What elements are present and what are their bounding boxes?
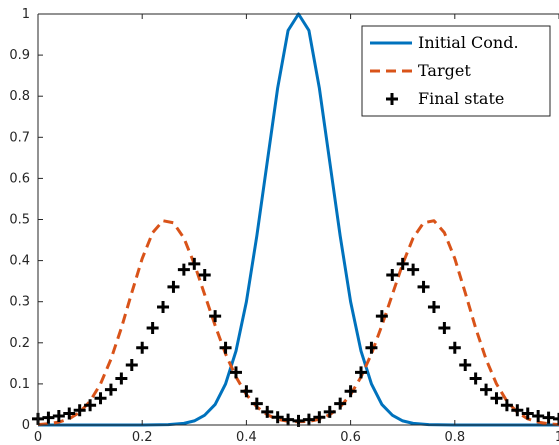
final-state-point (84, 399, 97, 412)
y-tick-label: 0.4 (9, 254, 30, 269)
legend: Initial Cond. Target Final state (361, 25, 551, 117)
final-state-point (480, 383, 493, 396)
final-state-point (52, 409, 65, 422)
final-state-point (42, 411, 55, 424)
y-tick-label: 1 (22, 7, 30, 22)
axes-layer: 0 0.2 0.4 0.6 0.8 1 0 0.1 0.2 0.3 0.4 0.5 0.6 0.7 0.8 0… (9, 7, 559, 445)
final-state-point (417, 280, 430, 293)
final-state-point (177, 263, 190, 276)
series-layer (32, 12, 559, 427)
final-state-point (511, 404, 524, 417)
y-tick-label: 0.3 (9, 295, 30, 310)
final-state-point (459, 358, 472, 371)
y-tick-label: 0.7 (9, 130, 30, 145)
final-state-point (469, 372, 482, 385)
final-state-point (500, 399, 513, 412)
final-state-point (240, 385, 253, 398)
y-tick-label: 0.2 (9, 336, 30, 351)
final-state-point (355, 366, 368, 379)
final-state-point (73, 404, 86, 417)
final-state-point (334, 397, 347, 410)
final-state-point (146, 322, 159, 335)
final-state-point (448, 341, 461, 354)
final-state-point (229, 366, 242, 379)
y-tick-label: 0.6 (9, 171, 30, 186)
final-state-point (313, 411, 326, 424)
x-tick-label: 0.6 (340, 430, 361, 445)
final-state-point (438, 322, 451, 335)
final-state-point (63, 407, 76, 420)
series-final-state (32, 257, 559, 427)
final-state-point (302, 413, 315, 426)
final-state-point (209, 310, 222, 323)
final-state-point (407, 263, 420, 276)
y-tick-label: 0.5 (9, 213, 30, 228)
y-tick-label: 0.1 (9, 377, 30, 392)
final-state-point (125, 358, 138, 371)
final-state-point (282, 413, 295, 426)
final-state-point (323, 405, 336, 418)
x-tick-label: 0 (34, 430, 42, 445)
final-state-point (553, 412, 559, 425)
final-state-point (198, 268, 211, 281)
x-tick-label: 0.2 (132, 430, 153, 445)
final-state-point (167, 280, 180, 293)
x-tick-label: 0.4 (236, 430, 257, 445)
final-state-point (344, 385, 357, 398)
final-state-point (94, 392, 107, 405)
y-tick-label: 0.9 (9, 48, 30, 63)
final-state-point (396, 257, 409, 270)
legend-marker-final-state (386, 93, 398, 105)
final-state-point (115, 372, 128, 385)
x-tick-label: 0.8 (444, 430, 465, 445)
final-state-point (250, 397, 263, 410)
final-state-point (261, 405, 274, 418)
final-state-point (104, 383, 117, 396)
final-state-point (521, 407, 534, 420)
y-tick-label: 0 (22, 418, 30, 433)
legend-label: Initial Cond. (418, 33, 519, 52)
final-state-point (532, 409, 545, 422)
final-state-point (157, 301, 170, 314)
final-state-point (427, 301, 440, 314)
final-state-point (136, 341, 149, 354)
final-state-point (188, 257, 201, 270)
final-state-point (542, 411, 555, 424)
final-state-point (365, 341, 378, 354)
final-state-point (490, 392, 503, 405)
legend-label: Target (418, 61, 471, 80)
final-state-point (219, 341, 232, 354)
legend-label: Final state (418, 89, 504, 108)
x-tick-label: 1 (555, 430, 559, 445)
final-state-point (271, 411, 284, 424)
final-state-point (386, 268, 399, 281)
y-tick-label: 0.8 (9, 89, 30, 104)
final-state-point (375, 310, 388, 323)
